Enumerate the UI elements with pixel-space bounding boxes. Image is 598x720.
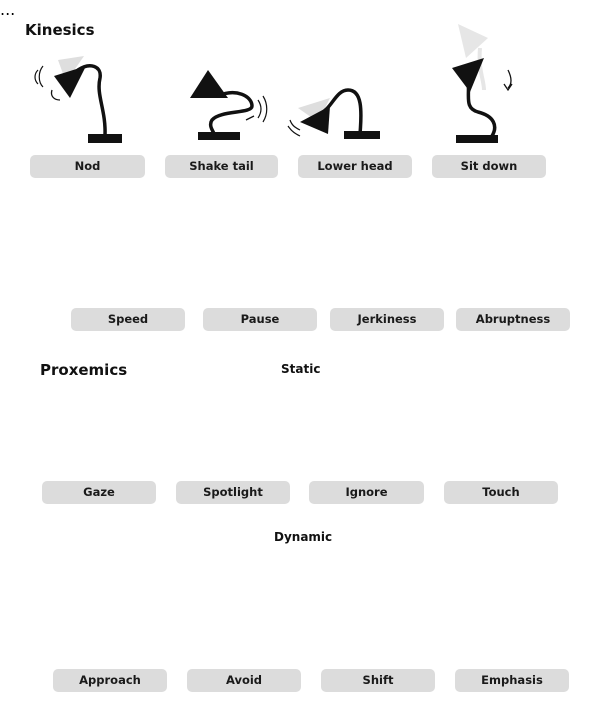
lamp-sit-down bbox=[452, 24, 513, 143]
label-touch: Touch bbox=[444, 481, 558, 504]
motion-lines bbox=[257, 95, 268, 123]
label-abruptness: Abruptness bbox=[456, 308, 570, 331]
label-gaze: Gaze bbox=[42, 481, 156, 504]
down-arrow bbox=[503, 69, 513, 92]
motion-lines bbox=[287, 119, 301, 137]
lamp-head bbox=[452, 58, 484, 92]
lamp-base bbox=[88, 134, 122, 143]
lamp-base bbox=[456, 135, 498, 143]
lamp-nod bbox=[34, 56, 122, 143]
label-pause: Pause bbox=[203, 308, 317, 331]
label-shift: Shift bbox=[321, 669, 435, 692]
lamp-base: ... bbox=[0, 0, 15, 19]
label-sit-down: Sit down bbox=[432, 155, 546, 178]
label-avoid: Avoid bbox=[187, 669, 301, 692]
lamp-shake-tail bbox=[190, 70, 268, 140]
ghost-lamp-head bbox=[298, 98, 330, 122]
section-title-proxemics: Proxemics bbox=[40, 361, 128, 379]
lamp-head bbox=[300, 106, 330, 134]
lamp-base bbox=[344, 131, 380, 139]
section-title-kinesics: Kinesics bbox=[25, 21, 95, 39]
label-speed: Speed bbox=[71, 308, 185, 331]
lamp-head: ... bbox=[0, 0, 15, 19]
lamp-head bbox=[54, 66, 86, 98]
label-lower-head: Lower head bbox=[298, 155, 412, 178]
nod-arrow bbox=[50, 89, 61, 101]
lamp-head bbox=[190, 70, 228, 98]
section-subtitle-dynamic: Dynamic bbox=[274, 530, 333, 544]
ghost-lamp-arm bbox=[477, 47, 486, 91]
ghost-lamp-head bbox=[458, 24, 488, 58]
label-spotlight: Spotlight bbox=[176, 481, 290, 504]
lamp-base bbox=[198, 132, 240, 140]
label-ignore: Ignore bbox=[309, 481, 424, 504]
label-shake-tail: Shake tail bbox=[165, 155, 278, 178]
label-approach: Approach bbox=[53, 669, 167, 692]
ghost-lamp-arm: ... bbox=[0, 0, 15, 19]
label-emphasis: Emphasis bbox=[455, 669, 569, 692]
pause-dots: ... bbox=[0, 0, 16, 19]
label-jerkiness: Jerkiness bbox=[330, 308, 444, 331]
section-subtitle-static: Static bbox=[281, 362, 321, 376]
shake-arrow bbox=[245, 115, 255, 121]
motion-lines bbox=[34, 65, 44, 88]
lamp-pause: ... bbox=[0, 0, 15, 19]
label-nod: Nod bbox=[30, 155, 145, 178]
lamp-lower-head bbox=[287, 88, 380, 139]
